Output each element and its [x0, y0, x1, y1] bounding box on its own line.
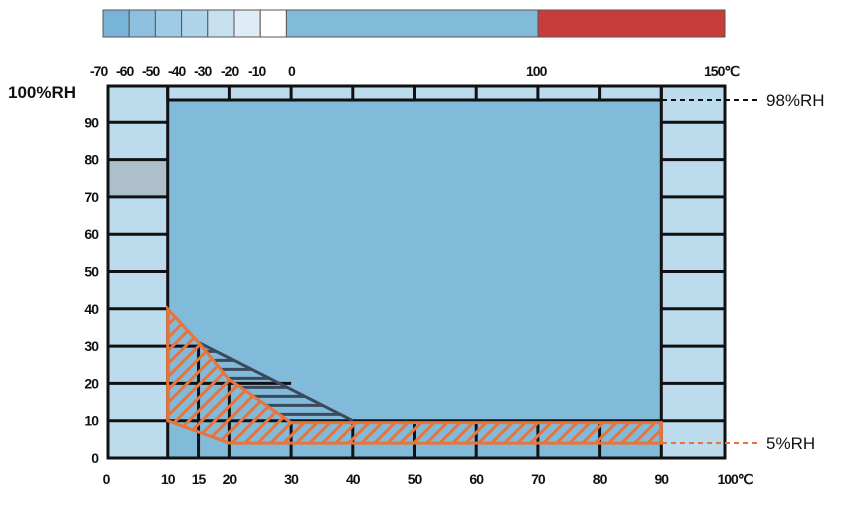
dark-hatch-edge: [197, 341, 354, 423]
x-tick-label: 90: [655, 471, 670, 487]
chart-border: [106, 84, 727, 460]
hatch-line: [577, 308, 662, 444]
x-tick-label: 60: [469, 471, 484, 487]
color-bar-cell: [285, 9, 539, 38]
y-tick-label: 10: [84, 413, 99, 429]
color-bar-cell: [154, 9, 183, 38]
orange-hatch-border: [166, 304, 663, 445]
x-tick-label: 100℃: [717, 471, 753, 487]
x-tick-label: 10: [161, 471, 176, 487]
x-axis-labels: 0 10 15 20 30 40 50 60 70 80 90 100℃: [103, 471, 755, 487]
hatch-line: [167, 308, 273, 444]
hatch-line: [564, 308, 662, 444]
top-label: -30: [194, 63, 212, 79]
x-tick-label: 40: [346, 471, 361, 487]
y-tick-label: 30: [84, 338, 99, 354]
y-tick-label: 70: [84, 189, 99, 205]
color-bar-cell: [181, 9, 209, 38]
x-tick-label: 50: [408, 471, 423, 487]
chart-grid: [106, 84, 727, 460]
hatch-line: [616, 308, 662, 444]
operating-range-area: [167, 100, 662, 458]
annotations: 98%RH 5%RH: [662, 91, 825, 453]
top-label: -10: [248, 63, 266, 79]
hatch-line: [590, 308, 662, 444]
y-tick-label: 0: [91, 450, 99, 466]
y-axis-labels: 100%RH 90 80 70 60 50 40 30 20 10 0: [8, 83, 100, 466]
y-tick-label: 80: [84, 152, 99, 168]
top-temperature-scale: -70 -60 -50 -40 -30 -20 -10 0 100 150℃: [90, 63, 741, 79]
color-bar-cell: [102, 9, 130, 38]
x-tick-label: 20: [223, 471, 238, 487]
hatch-line: [167, 308, 286, 444]
y-tick-label: 50: [84, 264, 99, 280]
color-bar-cell: [233, 9, 261, 38]
x-tick-label: 0: [103, 471, 111, 487]
temperature-color-bar: [102, 9, 726, 38]
hatch-line: [603, 308, 662, 444]
x-tick-label: 15: [192, 471, 207, 487]
top-label: -20: [221, 63, 239, 79]
x-tick-label: 30: [284, 471, 299, 487]
top-label: 150℃: [704, 63, 740, 79]
y-tick-label: 60: [84, 226, 99, 242]
upper-limit-label: 98%RH: [766, 91, 825, 110]
y-tick-label: 90: [84, 114, 99, 130]
y-tick-label: 20: [84, 375, 99, 391]
top-label: -60: [116, 63, 134, 79]
color-bar-cell: [128, 9, 156, 38]
top-label: 0: [288, 63, 296, 79]
lower-limit-label: 5%RH: [766, 434, 815, 453]
top-label: -70: [90, 63, 108, 79]
gray-cell: [108, 159, 168, 197]
hatch-line: [167, 308, 299, 444]
hatch-line: [167, 308, 312, 444]
x-tick-label: 70: [531, 471, 546, 487]
y-tick-label: 40: [84, 301, 99, 317]
y-tick-label: 100%RH: [8, 83, 76, 102]
top-label: -40: [168, 63, 186, 79]
color-bar-cell: [259, 9, 287, 38]
x-tick-label: 80: [593, 471, 608, 487]
color-bar-cell: [207, 9, 235, 38]
top-label: -50: [142, 63, 160, 79]
color-bar-cell: [537, 9, 726, 38]
top-label: 100: [526, 63, 548, 79]
